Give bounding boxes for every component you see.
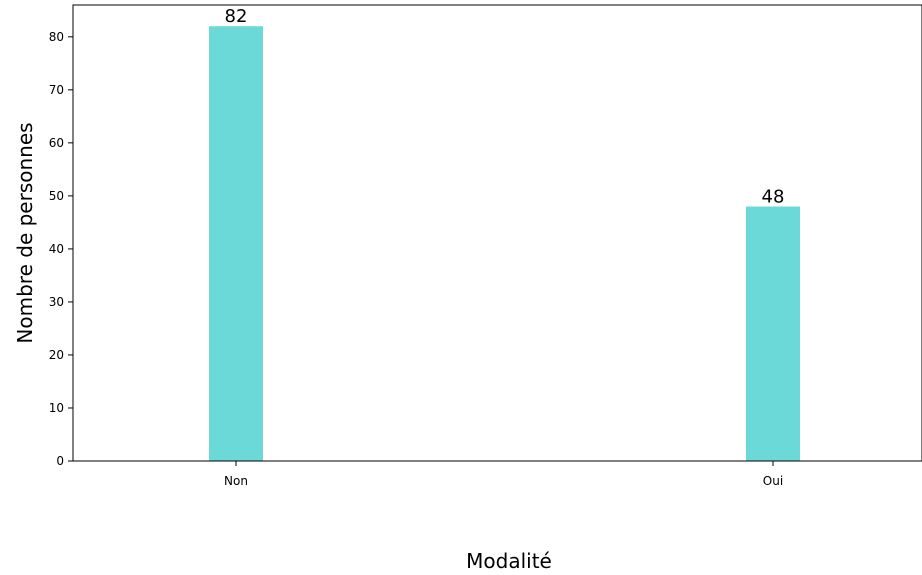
bar-non [209, 26, 263, 462]
y-tick-label: 40 [49, 242, 64, 256]
y-tick-label: 70 [49, 83, 64, 97]
x-axis-title: Modalité [466, 549, 552, 573]
x-tick-label: Non [224, 474, 248, 488]
y-tick-label: 60 [49, 136, 64, 150]
data-label: 48 [762, 186, 785, 207]
y-tick-label: 20 [49, 348, 64, 362]
x-axis-ticks: Non Oui [224, 461, 783, 488]
plot-frame [72, 4, 922, 462]
x-tick-label: Oui [763, 474, 783, 488]
y-tick-label: 10 [49, 401, 64, 415]
y-axis-title: Nombre de personnes [13, 122, 37, 343]
bars [209, 26, 800, 462]
data-labels: 82 48 [225, 6, 785, 207]
y-tick-label: 80 [49, 30, 64, 44]
y-axis-ticks: 0 10 20 30 40 50 60 70 80 [49, 30, 73, 468]
y-tick-label: 0 [56, 454, 64, 468]
data-label: 82 [225, 6, 248, 27]
y-tick-label: 50 [49, 189, 64, 203]
bar-oui [746, 206, 800, 461]
y-tick-label: 30 [49, 295, 64, 309]
